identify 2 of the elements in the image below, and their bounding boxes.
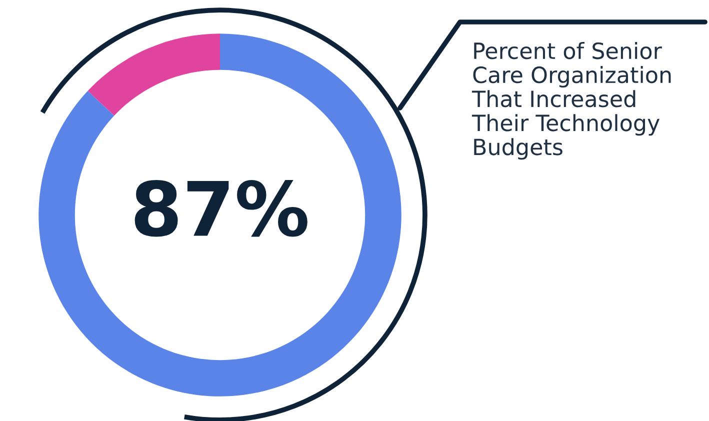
data-label: 87% bbox=[134, 180, 308, 237]
text: Percent of Senior Care Organization That Increased Their Technology Budgets bbox=[472, 42, 671, 160]
